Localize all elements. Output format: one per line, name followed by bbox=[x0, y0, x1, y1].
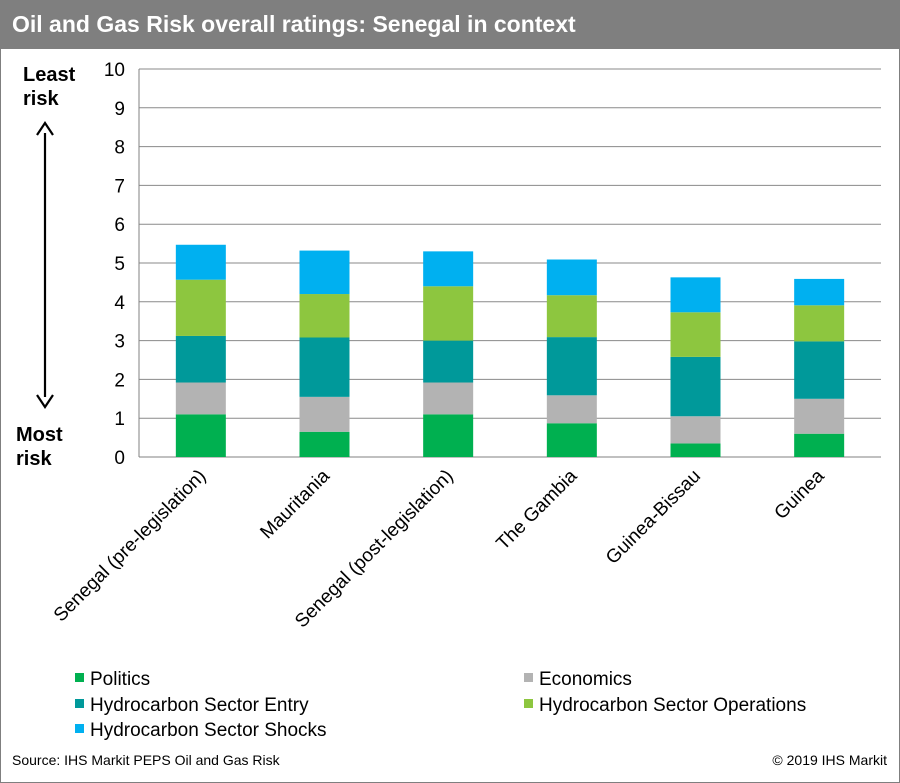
bar-segment-economics bbox=[794, 398, 845, 434]
bar-segment-hydrocarbon-sector-operations bbox=[175, 279, 226, 336]
bar-segment-hydrocarbon-sector-shocks bbox=[794, 278, 845, 306]
bar-segment-politics bbox=[175, 414, 226, 457]
legend-label-sector-shocks: Hydrocarbon Sector Shocks bbox=[90, 720, 327, 741]
y-tick-label: 1 bbox=[114, 409, 125, 430]
bar-segment-hydrocarbon-sector-operations bbox=[794, 305, 845, 342]
double-arrow-icon bbox=[36, 121, 54, 409]
bar-segment-hydrocarbon-sector-shocks bbox=[423, 251, 474, 287]
chart-title: Oil and Gas Risk overall ratings: Senega… bbox=[12, 11, 576, 37]
legend-item-economics: Economics bbox=[524, 669, 632, 691]
bar-segment-politics bbox=[670, 443, 721, 457]
bar-segment-politics bbox=[546, 423, 597, 457]
x-tick-label: Senegal (pre-legislation) bbox=[50, 466, 210, 626]
source-note: Source: IHS Markit PEPS Oil and Gas Risk bbox=[12, 752, 280, 768]
bar-segment-economics bbox=[423, 382, 474, 415]
legend-swatch-sector-shocks bbox=[75, 724, 84, 734]
legend-label-sector-operations: Hydrocarbon Sector Operations bbox=[539, 695, 807, 716]
legend-swatch-politics bbox=[75, 673, 84, 683]
legend-item-sector-entry: Hydrocarbon Sector Entry bbox=[75, 695, 309, 717]
x-tick-label: Guinea-Bissau bbox=[602, 466, 705, 569]
y-tick-label: 9 bbox=[114, 99, 125, 120]
y-tick-label: 7 bbox=[114, 176, 125, 197]
bar-segment-economics bbox=[670, 416, 721, 444]
most-risk-label: Most risk bbox=[16, 423, 63, 471]
bar-segment-hydrocarbon-sector-entry bbox=[175, 335, 226, 383]
most-risk-line2: risk bbox=[16, 448, 52, 470]
bars bbox=[175, 244, 845, 457]
bar-segment-economics bbox=[175, 382, 226, 415]
copyright-note: © 2019 IHS Markit bbox=[772, 752, 887, 768]
gridlines bbox=[138, 68, 881, 458]
bar-segment-hydrocarbon-sector-shocks bbox=[670, 277, 721, 313]
least-risk-line1: Least bbox=[23, 64, 76, 86]
y-tick-label: 4 bbox=[114, 293, 125, 314]
bar-segment-politics bbox=[794, 433, 845, 457]
legend-label-politics: Politics bbox=[90, 669, 151, 690]
bar-segment-hydrocarbon-sector-shocks bbox=[299, 250, 350, 295]
bar-segment-hydrocarbon-sector-shocks bbox=[175, 244, 226, 280]
legend-item-sector-operations: Hydrocarbon Sector Operations bbox=[524, 695, 806, 717]
legend-label-economics: Economics bbox=[539, 669, 632, 690]
y-tick-label: 8 bbox=[114, 138, 125, 159]
legend-item-sector-shocks: Hydrocarbon Sector Shocks bbox=[75, 720, 327, 742]
bar-segment-hydrocarbon-sector-entry bbox=[670, 356, 721, 417]
bar-segment-economics bbox=[299, 396, 350, 432]
bar-segment-hydrocarbon-sector-operations bbox=[670, 312, 721, 357]
y-axis-ticks: 0 1 2 3 4 5 6 7 8 9 10 bbox=[104, 60, 126, 469]
y-tick-label: 10 bbox=[104, 60, 125, 81]
legend-label-sector-entry: Hydrocarbon Sector Entry bbox=[90, 695, 309, 716]
bar-segment-hydrocarbon-sector-operations bbox=[423, 286, 474, 341]
legend-swatch-sector-operations bbox=[524, 699, 533, 709]
x-tick-label: The Gambia bbox=[493, 465, 582, 554]
least-risk-line2: risk bbox=[23, 88, 59, 110]
legend-swatch-sector-entry bbox=[75, 699, 84, 709]
bar-segment-hydrocarbon-sector-entry bbox=[546, 337, 597, 396]
bar-segment-hydrocarbon-sector-operations bbox=[546, 295, 597, 338]
y-tick-label: 3 bbox=[114, 332, 125, 353]
x-tick-label: Guinea bbox=[771, 465, 829, 523]
y-tick-label: 6 bbox=[114, 215, 125, 236]
bar-segment-economics bbox=[546, 395, 597, 424]
legend-swatch-economics bbox=[524, 673, 533, 683]
bar-segment-politics bbox=[423, 414, 474, 457]
y-tick-label: 2 bbox=[114, 370, 125, 391]
legend-item-politics: Politics bbox=[75, 669, 150, 691]
x-axis-labels: Senegal (pre-legislation) MauritaniaSeneg… bbox=[50, 465, 829, 632]
bar-segment-hydrocarbon-sector-entry bbox=[299, 337, 350, 397]
most-risk-line1: Most bbox=[16, 424, 63, 446]
y-tick-label: 5 bbox=[114, 254, 125, 275]
bar-segment-politics bbox=[299, 431, 350, 457]
x-tick-label: Mauritania bbox=[256, 465, 334, 543]
bar-segment-hydrocarbon-sector-operations bbox=[299, 294, 350, 338]
bar-segment-hydrocarbon-sector-entry bbox=[794, 341, 845, 399]
y-tick-label: 0 bbox=[114, 448, 125, 469]
bar-segment-hydrocarbon-sector-entry bbox=[423, 340, 474, 383]
bar-segment-hydrocarbon-sector-shocks bbox=[546, 259, 597, 296]
least-risk-label: Least risk bbox=[23, 63, 75, 111]
title-bar: Oil and Gas Risk overall ratings: Senega… bbox=[1, 1, 899, 49]
